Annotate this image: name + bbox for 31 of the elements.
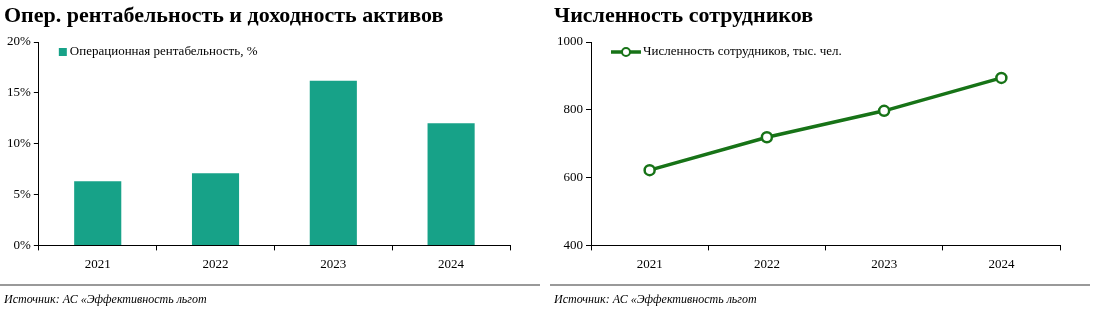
bar (427, 123, 475, 245)
y-tick-label: 0% (13, 236, 31, 252)
text: Источник: АС «Эффективность льгот (550, 284, 1090, 307)
point (760, 131, 774, 144)
x-tick-label: 2022 (753, 255, 780, 271)
x-tick-label: 2024 (988, 255, 1015, 271)
legend-label: Операционная рентабельность, % (69, 43, 258, 59)
y-tick-label: 600 (563, 169, 583, 185)
y-tick-label: 1000 (557, 33, 583, 49)
y-tick-label: 20% (6, 33, 31, 49)
chart-title: Опер. рентабельность и доходность активов (3, 1, 445, 29)
y-tick-label: 5% (13, 185, 31, 201)
text: Источник: АС «Эффективность льгот (0, 284, 540, 307)
x-tick-label: 2023 (871, 255, 898, 271)
x-tick-label: 2024 (438, 255, 465, 271)
x-tick-label: 2023 (320, 255, 347, 271)
x-tick-label: 2021 (636, 255, 663, 271)
x-tick-label: 2021 (84, 255, 111, 271)
bar (309, 80, 357, 245)
y-tick-label: 10% (6, 135, 31, 151)
point (995, 71, 1008, 85)
legend-label: Численность сотрудников, тыс. чел. (643, 43, 842, 59)
point (643, 163, 656, 177)
y-tick-label: 400 (563, 236, 583, 252)
y-tick-label: 800 (563, 101, 583, 117)
x-tick-label: 2022 (202, 255, 229, 271)
y-tick-label: 15% (6, 84, 31, 100)
bar (74, 181, 122, 245)
point (877, 104, 891, 118)
bar (191, 173, 240, 245)
chart-title: Численность сотрудников (553, 1, 815, 29)
